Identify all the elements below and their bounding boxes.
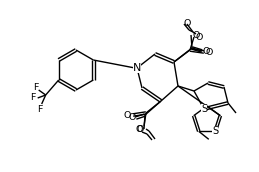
Text: O: O <box>202 46 210 56</box>
Text: F: F <box>33 83 38 92</box>
Text: O: O <box>192 30 200 40</box>
Text: O: O <box>205 47 213 56</box>
Text: O: O <box>123 110 131 120</box>
Text: O: O <box>128 114 136 122</box>
Text: O: O <box>183 19 191 28</box>
Text: F: F <box>37 105 42 114</box>
Text: O: O <box>195 33 203 41</box>
Text: N: N <box>133 63 141 73</box>
Text: O: O <box>135 126 143 135</box>
Text: S: S <box>201 104 207 114</box>
Text: F: F <box>30 94 35 103</box>
Text: O: O <box>136 125 144 133</box>
Text: S: S <box>212 126 218 136</box>
